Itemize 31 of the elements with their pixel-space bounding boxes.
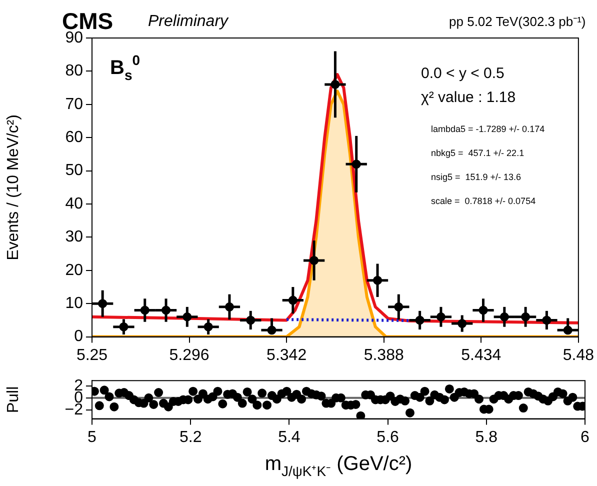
y-tick-label: 20 [65, 262, 84, 279]
x-tick-label: 5.6 [376, 428, 400, 446]
annotation: scale = 0.7818 +/- 0.0754 [431, 196, 536, 206]
y-tick-label: 50 [65, 162, 84, 180]
x-tick-label: 5.388 [364, 346, 404, 364]
x-tick-label: 5.2 [179, 428, 202, 446]
annotation: lambda5 = -1.7289 +/- 0.174 [431, 124, 545, 134]
y-tick-label: 40 [65, 195, 84, 212]
x-tick-label: 5.342 [266, 346, 307, 364]
annotation: nbkg5 = 457.1 +/- 22.1 [431, 148, 524, 158]
x-tick-label: 6 [580, 428, 590, 446]
y-tick-label: 80 [65, 62, 84, 80]
y-tick-label: 70 [65, 96, 84, 113]
y-tick-label: 10 [65, 295, 84, 312]
y-axis-title: Events / (10 MeV/c²) [5, 114, 22, 260]
annotation: χ² value : 1.18 [421, 89, 516, 106]
y-tick-label: 60 [65, 129, 84, 146]
x-tick-label: 5.8 [475, 428, 498, 446]
x-tick-label: 5.4 [278, 428, 300, 446]
x-tick-label: 5.48 [562, 346, 594, 364]
y-tick-label: 30 [65, 228, 84, 246]
x-tick-label: 5.434 [461, 346, 502, 364]
text: Preliminary [148, 13, 230, 30]
y-axis-title: Pull [5, 386, 22, 414]
x-tick-label: 5.25 [76, 346, 108, 364]
annotation: nsig5 = 151.9 +/- 13.6 [431, 172, 522, 182]
y-tick-label: 0 [74, 328, 84, 346]
x-tick-label: 5.296 [169, 346, 210, 364]
x-tick-label: 5 [88, 428, 97, 446]
annotation: 0.0 < y < 0.5 [421, 65, 504, 82]
text: pp 5.02 TeV(302.3 pb⁻¹) [449, 14, 586, 29]
